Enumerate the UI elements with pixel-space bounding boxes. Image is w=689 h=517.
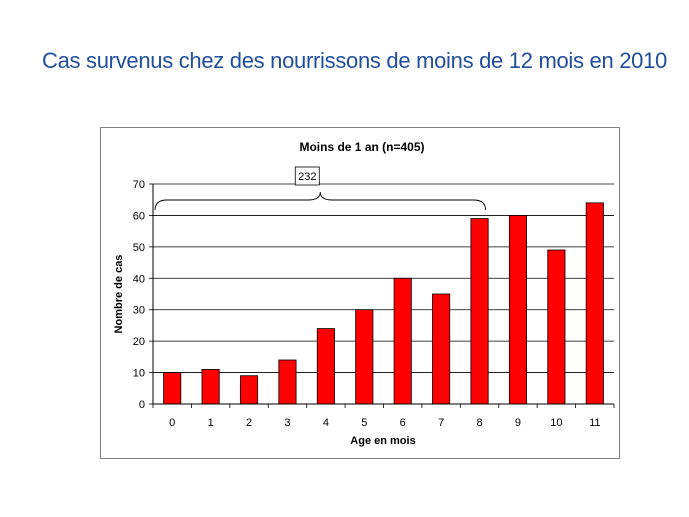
y-tick-label: 50 [133,242,145,254]
x-tick-label: 4 [323,417,329,429]
x-tick-label: 10 [550,417,562,429]
x-tick-label: 5 [361,417,367,429]
bar-5 [355,309,374,405]
brace-annotation: 232 [154,166,486,211]
bar-4 [316,328,335,405]
bar-2 [239,375,259,405]
annotation-label: 232 [298,171,316,183]
bar-10 [547,249,566,405]
bar-6 [393,277,412,405]
x-tick-label: 2 [246,417,252,429]
y-tick-label: 70 [133,179,145,191]
y-tick-label: 40 [133,273,145,285]
annotation-box [294,166,320,186]
x-tick-label: 7 [438,417,444,429]
y-tick-label: 60 [133,210,145,222]
bar-7 [432,293,451,405]
bar-0 [163,372,182,405]
bar-1 [201,369,220,405]
bar-9 [508,215,528,405]
y-tick-labels: 0 10 20 30 40 50 60 70 [133,179,145,411]
bar-3 [278,359,297,405]
x-tick-label: 3 [284,417,290,429]
x-tick-label: 11 [589,417,600,429]
bar-8 [470,218,489,405]
y-tick-label: 0 [139,399,145,411]
slide-title: Cas survenus chez des nourrissons de moi… [42,48,667,73]
y-axis-label: Nombre de cas [113,255,125,334]
x-axis-label: Age en mois [350,435,415,447]
chart-title: Moins de 1 an (n=405) [299,140,424,154]
axes [152,184,614,405]
bars [152,202,615,408]
bar-11 [585,202,604,405]
x-tick-labels: 0 1 2 3 4 5 6 7 8 9 10 11 [169,417,600,429]
grid-lines [149,183,614,405]
y-tick-label: 10 [133,368,145,380]
x-tick-label: 0 [169,417,175,429]
x-tick-label: 1 [208,417,214,429]
brace [154,191,486,211]
y-tick-label: 30 [133,305,145,317]
x-tick-label: 6 [400,417,406,429]
y-tick-label: 20 [133,336,145,348]
chart-frame: Moins de 1 an (n=405) 0 10 20 30 40 50 60 70 0 1… [100,127,620,459]
x-tick-label: 9 [515,417,521,429]
x-tick-label: 8 [476,417,482,429]
bar-chart: Moins de 1 an (n=405) 0 10 20 30 40 50 60 70 0 1… [113,140,615,447]
